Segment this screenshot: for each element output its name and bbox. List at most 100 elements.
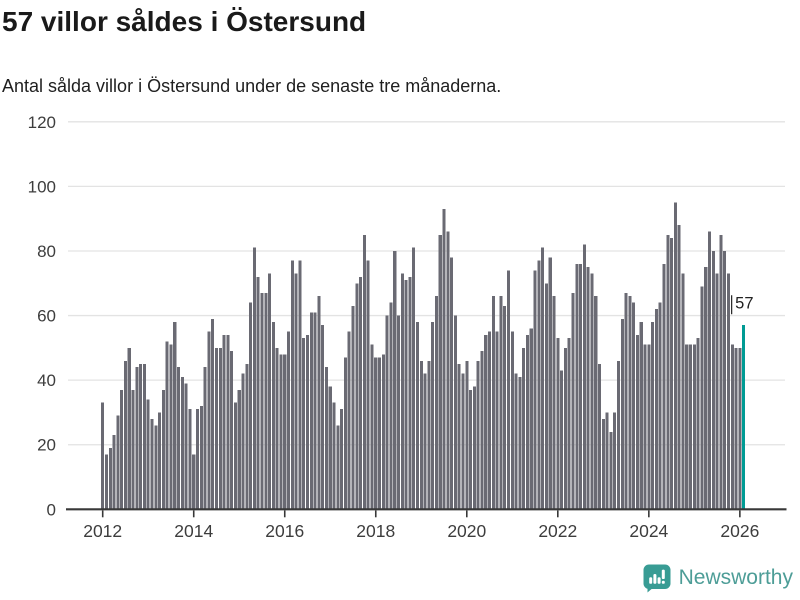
bar-2018-4 xyxy=(385,315,389,510)
bar-2019-12 xyxy=(461,373,465,510)
bar-2012-6 xyxy=(120,389,124,510)
bar-2016-7 xyxy=(305,334,310,510)
bar-2018-5 xyxy=(389,302,393,510)
bar-2026-1 xyxy=(738,347,742,510)
bar-2020-1 xyxy=(465,360,469,510)
bar-2016-5 xyxy=(298,260,302,510)
bar-2017-2 xyxy=(332,402,336,510)
bar-2015-4 xyxy=(249,302,253,510)
bar-2014-4 xyxy=(203,367,207,510)
x-axis-label-2020: 2020 xyxy=(447,521,486,541)
bar-2019-1 xyxy=(419,360,423,510)
logo-bar-small2 xyxy=(657,576,661,584)
bar-2024-4 xyxy=(658,302,662,510)
bar-2017-7 xyxy=(351,305,355,510)
bar-2016-8 xyxy=(309,312,313,510)
logo-exclamation-dot xyxy=(661,580,665,584)
bar-2019-6 xyxy=(438,234,442,510)
bar-2016-12 xyxy=(324,367,328,510)
bar-2023-3 xyxy=(609,431,613,510)
bar-2016-10 xyxy=(317,296,321,510)
bar-2020-9 xyxy=(495,331,499,510)
bar-2024-9 xyxy=(677,225,681,510)
brand-name: Newsworthy xyxy=(678,566,793,589)
last-value-annotation: 57 xyxy=(735,295,753,313)
bar-2021-1 xyxy=(510,331,514,510)
bar-2018-8 xyxy=(400,273,404,510)
bar-2020-7 xyxy=(488,331,492,510)
bar-2012-8 xyxy=(127,347,131,510)
bar-2022-6 xyxy=(575,263,579,510)
bar-2012-9 xyxy=(131,389,135,510)
bar-2016-2 xyxy=(287,331,291,510)
bar-2023-11 xyxy=(639,322,643,510)
x-axis-label-2024: 2024 xyxy=(629,521,668,541)
bar-2023-7 xyxy=(624,292,628,510)
bar-2025-12 xyxy=(734,347,738,510)
bar-2018-3 xyxy=(381,354,385,510)
bar-2024-3 xyxy=(654,309,658,510)
bar-2014-11 xyxy=(230,351,234,510)
newsworthy-icon xyxy=(643,564,671,592)
bar-2025-1 xyxy=(692,344,696,510)
bar-2015-2 xyxy=(241,373,245,510)
bar-2015-8 xyxy=(264,292,268,510)
bar-2018-10 xyxy=(408,276,412,510)
bar-2015-11 xyxy=(275,347,279,510)
newsworthy-logo[interactable]: Newsworthy xyxy=(642,562,793,594)
y-axis-label-120: 120 xyxy=(28,113,56,132)
y-axis-label-20: 20 xyxy=(37,436,56,455)
bar-2020-5 xyxy=(480,351,484,510)
bar-2024-5 xyxy=(662,263,666,510)
bar-2017-10 xyxy=(362,234,366,510)
bar-2013-12 xyxy=(188,409,192,510)
bar-2021-9 xyxy=(541,247,545,510)
logo-bar-small xyxy=(648,576,652,584)
bar-2018-6 xyxy=(393,250,397,510)
bar-2025-10 xyxy=(726,273,730,510)
logo-exclamation-bar xyxy=(661,569,665,579)
bar-2015-1 xyxy=(237,389,241,510)
bar-2022-3 xyxy=(563,347,567,510)
bar-2020-8 xyxy=(491,296,495,510)
bar-2014-3 xyxy=(199,405,203,510)
bar-2025-6 xyxy=(711,250,715,510)
bar-2021-12 xyxy=(552,296,556,510)
bar-2014-1 xyxy=(192,454,196,510)
bar-2014-9 xyxy=(222,334,226,510)
bar-2017-8 xyxy=(355,283,359,510)
bar-2024-2 xyxy=(651,322,655,510)
bar-2021-5 xyxy=(525,334,529,510)
bar-2019-4 xyxy=(431,322,435,510)
bar-2021-6 xyxy=(529,328,533,510)
bar-2015-6 xyxy=(256,276,260,510)
y-axis-label-100: 100 xyxy=(28,177,56,196)
bar-2023-6 xyxy=(620,318,624,510)
page-title: 57 villor såldes i Östersund xyxy=(2,6,367,37)
bar-2016-9 xyxy=(313,312,317,510)
bar-2012-3 xyxy=(108,447,112,510)
bar-2020-4 xyxy=(476,360,480,510)
x-axis-label-2014: 2014 xyxy=(174,521,213,541)
bar-2017-5 xyxy=(343,357,347,510)
bar-2018-2 xyxy=(378,357,382,510)
bar-2022-4 xyxy=(567,338,571,510)
y-axis-label-80: 80 xyxy=(37,242,56,261)
bar-2020-6 xyxy=(484,334,488,510)
bar-2020-10 xyxy=(499,296,503,510)
bar-2018-1 xyxy=(374,357,378,510)
bar-2013-9 xyxy=(177,367,181,510)
bar-2013-8 xyxy=(173,322,177,510)
bar-2014-6 xyxy=(211,318,215,510)
bar-2017-4 xyxy=(340,409,344,510)
bar-2022-10 xyxy=(590,273,594,510)
bar-2023-8 xyxy=(628,296,632,510)
bar-2020-3 xyxy=(472,386,476,510)
bar-2018-9 xyxy=(404,280,408,510)
bar-2012-12 xyxy=(142,363,146,510)
bar-2013-7 xyxy=(169,344,173,510)
bar-2022-9 xyxy=(586,267,590,510)
y-axis-label-0: 0 xyxy=(47,500,56,519)
